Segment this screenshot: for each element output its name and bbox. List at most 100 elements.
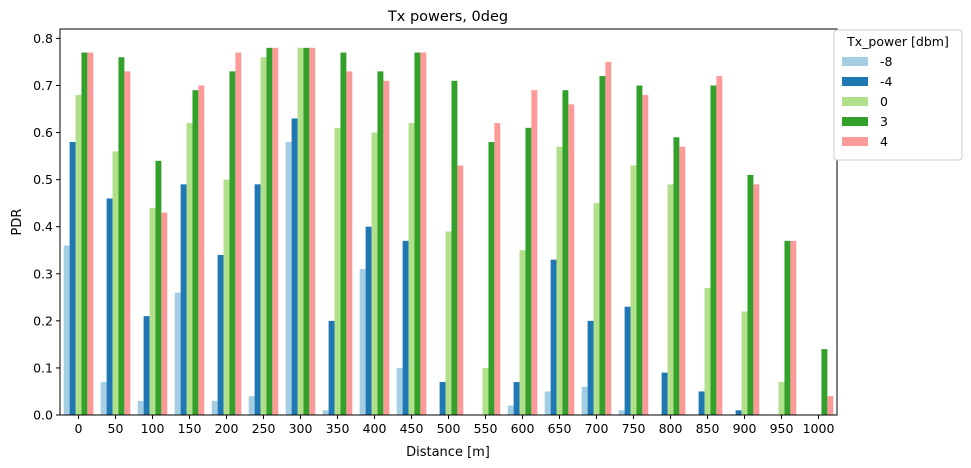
bar-0-tx-4 bbox=[69, 141, 76, 416]
bar-350-tx4 bbox=[346, 71, 353, 416]
bar-350-tx-8 bbox=[322, 410, 329, 415]
bar-850-tx3 bbox=[710, 85, 717, 416]
bar-700-tx-4 bbox=[587, 320, 594, 415]
x-tick-label: 300 bbox=[289, 421, 313, 436]
bar-650-tx-4 bbox=[550, 259, 557, 415]
bar-250-tx-8 bbox=[248, 396, 255, 415]
bar-250-tx-4 bbox=[254, 184, 261, 415]
y-axis: 0.0 0.1 0.2 0.3 0.4 0.5 0.6 0.7 0.8 bbox=[33, 31, 60, 423]
bar-250-tx0 bbox=[260, 57, 267, 416]
y-axis-title: PDR bbox=[10, 209, 25, 236]
bar-600-tx-8 bbox=[507, 405, 514, 415]
bar-450-tx-8 bbox=[396, 367, 403, 415]
y-tick-label: 0.0 bbox=[33, 408, 53, 423]
x-tick-label: 900 bbox=[733, 421, 757, 436]
x-tick-label: 400 bbox=[363, 421, 387, 436]
bar-850-tx0 bbox=[704, 287, 711, 415]
bar-400-tx-8 bbox=[359, 269, 366, 415]
bar-300-tx0 bbox=[297, 47, 304, 415]
x-tick-label: 50 bbox=[108, 421, 124, 436]
bar-950-tx3 bbox=[784, 240, 791, 415]
bar-850-tx4 bbox=[716, 76, 723, 415]
bar-100-tx0 bbox=[149, 207, 156, 415]
x-tick-label: 700 bbox=[585, 421, 609, 436]
x-tick-label: 350 bbox=[326, 421, 350, 436]
bar-500-tx4 bbox=[457, 165, 464, 415]
y-tick-label: 0.4 bbox=[33, 219, 53, 234]
bar-150-tx4 bbox=[198, 85, 205, 416]
bar-150-tx0 bbox=[186, 123, 193, 416]
bar-0-tx0 bbox=[75, 94, 82, 416]
bar-850-tx-4 bbox=[698, 391, 705, 415]
x-tick-label: 150 bbox=[178, 421, 202, 436]
bar-800-tx4 bbox=[679, 146, 686, 415]
bar-0-tx-8 bbox=[63, 245, 70, 415]
bar-150-tx-4 bbox=[180, 184, 187, 415]
bar-650-tx4 bbox=[568, 104, 575, 415]
bar-250-tx3 bbox=[266, 47, 273, 415]
legend-swatch--8 bbox=[842, 57, 868, 66]
x-tick-label: 500 bbox=[437, 421, 461, 436]
bar-550-tx4 bbox=[494, 123, 501, 416]
legend-title: Tx_power [dbm] bbox=[846, 34, 949, 49]
bar-500-tx0 bbox=[445, 231, 452, 415]
x-tick-label: 550 bbox=[474, 421, 498, 436]
bar-550-tx3 bbox=[488, 141, 495, 416]
bar-400-tx-4 bbox=[365, 226, 372, 415]
bar-150-tx3 bbox=[192, 90, 199, 415]
bar-700-tx4 bbox=[605, 61, 612, 415]
bar-750-tx0 bbox=[630, 165, 637, 415]
bar-900-tx-4 bbox=[735, 410, 742, 415]
bar-750-tx3 bbox=[636, 85, 643, 416]
x-tick-label: 0 bbox=[75, 421, 83, 436]
legend-label--4: -4 bbox=[880, 74, 893, 89]
bar-50-tx-4 bbox=[106, 198, 113, 415]
legend-label-3: 3 bbox=[880, 114, 888, 129]
legend-swatch-0 bbox=[842, 97, 868, 106]
bar-50-tx0 bbox=[112, 151, 119, 415]
bar-400-tx0 bbox=[371, 132, 378, 415]
bar-750-tx-8 bbox=[618, 410, 625, 415]
bar-900-tx0 bbox=[741, 311, 748, 415]
bar-700-tx-8 bbox=[581, 386, 588, 415]
bar-450-tx4 bbox=[420, 52, 427, 415]
bar-200-tx-8 bbox=[211, 400, 218, 415]
bar-750-tx-4 bbox=[624, 306, 631, 415]
bar-450-tx-4 bbox=[402, 240, 409, 415]
bar-700-tx0 bbox=[593, 203, 600, 415]
bar-0-tx3 bbox=[81, 52, 88, 415]
bar-550-tx0 bbox=[482, 367, 489, 415]
bars-group bbox=[63, 47, 834, 416]
bar-900-tx3 bbox=[747, 174, 754, 415]
bar-100-tx3 bbox=[155, 160, 162, 415]
y-tick-label: 0.8 bbox=[33, 31, 53, 46]
bar-500-tx-4 bbox=[439, 382, 446, 415]
y-tick-label: 0.6 bbox=[33, 125, 53, 140]
bar-650-tx3 bbox=[562, 90, 569, 415]
bar-400-tx4 bbox=[383, 80, 390, 415]
bar-200-tx3 bbox=[229, 71, 236, 416]
bar-950-tx0 bbox=[778, 382, 785, 415]
x-tick-label: 250 bbox=[252, 421, 276, 436]
bar-100-tx-8 bbox=[137, 400, 144, 415]
bar-50-tx4 bbox=[124, 71, 131, 416]
bar-900-tx4 bbox=[753, 184, 760, 415]
bar-150-tx-8 bbox=[174, 292, 181, 415]
x-tick-label: 750 bbox=[622, 421, 646, 436]
bar-800-tx0 bbox=[667, 184, 674, 415]
bar-600-tx-4 bbox=[513, 382, 520, 415]
bar-1000-tx3 bbox=[821, 349, 828, 415]
bar-450-tx0 bbox=[408, 123, 415, 416]
legend-swatch--4 bbox=[842, 77, 868, 86]
bar-350-tx0 bbox=[334, 127, 341, 415]
x-tick-label: 100 bbox=[141, 421, 165, 436]
bar-100-tx4 bbox=[161, 212, 168, 415]
bar-600-tx3 bbox=[525, 127, 532, 415]
plot-frame bbox=[59, 28, 838, 416]
bar-350-tx3 bbox=[340, 52, 347, 415]
bar-450-tx3 bbox=[414, 52, 421, 415]
bar-300-tx4 bbox=[309, 47, 316, 415]
bar-200-tx4 bbox=[235, 52, 242, 415]
x-tick-label: 200 bbox=[215, 421, 239, 436]
bar-400-tx3 bbox=[377, 71, 384, 416]
